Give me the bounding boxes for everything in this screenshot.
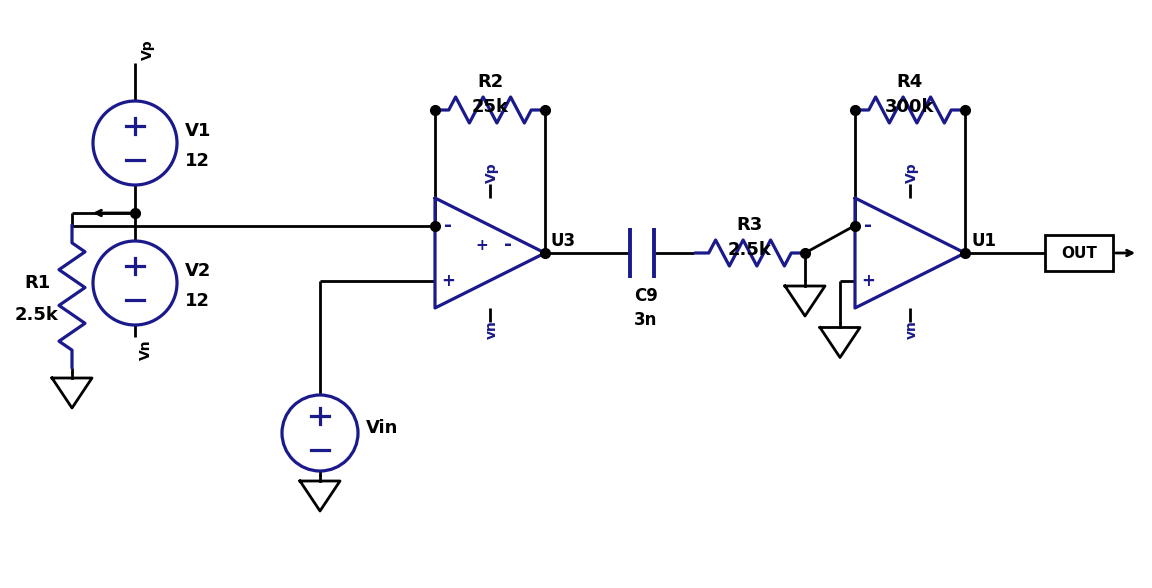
Text: U1: U1 bbox=[971, 232, 996, 250]
Text: 2.5k: 2.5k bbox=[728, 241, 772, 259]
Text: 12: 12 bbox=[185, 292, 210, 310]
Text: -: - bbox=[505, 236, 511, 255]
Text: V2: V2 bbox=[185, 262, 211, 280]
Text: V1: V1 bbox=[185, 122, 211, 140]
Text: Vn: Vn bbox=[139, 339, 153, 360]
Text: C9: C9 bbox=[634, 287, 658, 305]
Text: Vp: Vp bbox=[905, 162, 919, 183]
Text: U3: U3 bbox=[551, 232, 576, 250]
Text: +: + bbox=[476, 238, 488, 252]
Text: +: + bbox=[861, 272, 874, 289]
Text: vn: vn bbox=[485, 320, 499, 339]
FancyBboxPatch shape bbox=[1045, 235, 1113, 271]
Text: +: + bbox=[441, 272, 455, 289]
Text: 3n: 3n bbox=[635, 311, 658, 329]
Text: 2.5k: 2.5k bbox=[15, 306, 59, 323]
Text: 12: 12 bbox=[185, 152, 210, 170]
Text: 300k: 300k bbox=[885, 98, 934, 116]
Text: 25k: 25k bbox=[471, 98, 508, 116]
Text: Vin: Vin bbox=[366, 419, 399, 437]
Text: -: - bbox=[444, 216, 452, 235]
Text: Vp: Vp bbox=[141, 39, 156, 60]
Text: -: - bbox=[864, 216, 872, 235]
Text: R3: R3 bbox=[737, 216, 763, 234]
Text: R2: R2 bbox=[477, 73, 503, 91]
Text: Vp: Vp bbox=[485, 162, 499, 183]
Text: vn: vn bbox=[905, 320, 919, 339]
Text: OUT: OUT bbox=[1061, 246, 1097, 260]
Text: R4: R4 bbox=[897, 73, 923, 91]
Text: R1: R1 bbox=[24, 273, 51, 292]
